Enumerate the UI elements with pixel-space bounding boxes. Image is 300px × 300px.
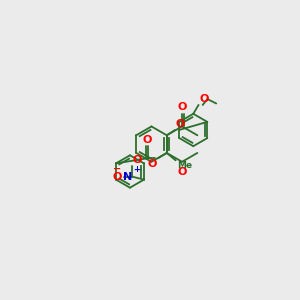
Text: O: O [143,135,152,145]
Text: O: O [200,94,209,104]
Text: O: O [133,155,142,165]
Text: N: N [123,172,133,182]
Text: O: O [147,159,157,170]
Text: +: + [133,165,140,174]
Text: O: O [112,172,122,182]
Text: −: − [113,164,122,174]
Text: Me: Me [177,161,193,170]
Text: O: O [176,119,185,129]
Text: O: O [177,102,187,112]
Text: O: O [177,167,187,177]
